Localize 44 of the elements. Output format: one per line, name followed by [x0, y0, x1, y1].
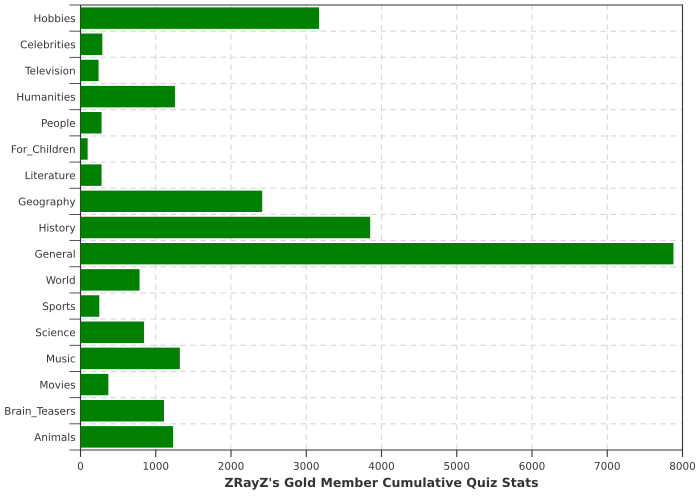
y-tick-label: Celebrities — [20, 40, 76, 48]
x-tick-label: 5000 — [444, 462, 470, 470]
x-tick-label: 1000 — [144, 462, 168, 470]
bar — [80, 190, 262, 212]
bar — [80, 138, 88, 160]
y-tick-label: Music — [47, 354, 75, 362]
y-tick-label: Literature — [26, 171, 76, 180]
bar — [80, 269, 140, 291]
bar — [80, 216, 370, 238]
y-tick-label: Movies — [40, 380, 76, 389]
y-tick-label: History — [40, 224, 76, 234]
x-axis-title: ZRayZ's Gold Member Cumulative Quiz Stats — [225, 477, 538, 490]
y-tick-label: People — [42, 118, 76, 129]
x-tick-label: 7000 — [594, 462, 620, 470]
bar — [80, 374, 108, 396]
bar — [80, 400, 164, 422]
bar — [80, 60, 99, 82]
y-tick-label: General — [35, 250, 75, 258]
bar — [80, 321, 144, 343]
x-tick-label: 3000 — [294, 462, 319, 470]
x-tick-label: 8000 — [670, 462, 696, 470]
bar — [80, 295, 100, 317]
y-tick-label: World — [46, 276, 75, 284]
bar — [80, 112, 102, 134]
x-tick-label: 2000 — [218, 462, 244, 470]
bar — [80, 242, 674, 264]
bar — [80, 426, 174, 448]
y-tick-label: Sports — [42, 302, 76, 312]
y-tick-label: For_Children — [12, 145, 75, 156]
y-tick-label: Animals — [34, 432, 76, 442]
bar — [80, 86, 175, 108]
y-tick-label: Brain_Teasers — [5, 406, 76, 418]
bar — [80, 7, 320, 29]
x-tick-label: 4000 — [368, 462, 394, 470]
y-tick-label: Science — [36, 328, 76, 336]
y-tick-label: Television — [24, 66, 75, 75]
bar — [80, 34, 102, 55]
bar — [80, 348, 180, 370]
y-tick-label: Humanities — [17, 92, 76, 101]
x-tick-label: 0 — [78, 462, 84, 470]
y-tick-label: Geography — [18, 197, 76, 208]
bar — [80, 164, 102, 186]
y-tick-label: Hobbies — [34, 14, 76, 22]
x-tick-label: 6000 — [519, 462, 545, 470]
